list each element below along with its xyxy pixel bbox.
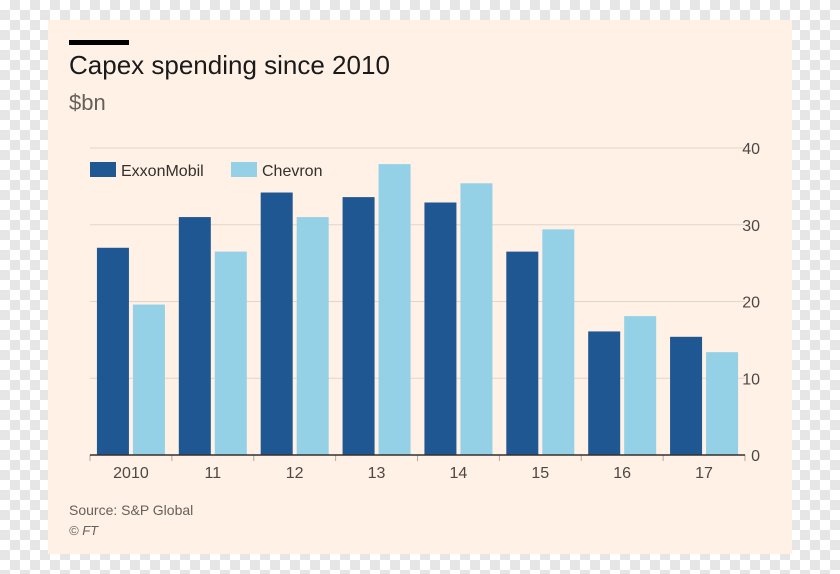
bar-chart: 0 10 20 30 40 2010 11 12 13 14 15 16 17 ExxonMobil Ch…: [89, 141, 760, 482]
y-tick-label: 30: [742, 218, 760, 235]
bar-exxonmobil-12: [260, 192, 293, 455]
axes: 0 10 20 30 40 2010 11 12 13 14 15 16 17: [89, 141, 760, 482]
chart-title: Capex spending since 2010: [69, 50, 390, 80]
bar-exxonmobil-2010: [96, 247, 129, 455]
x-tick-label: 11: [205, 465, 222, 482]
x-tick-label: 14: [450, 465, 468, 482]
legend-swatch-chevron: [231, 162, 257, 177]
legend-label-exxonmobil: ExxonMobil: [121, 163, 204, 180]
y-tick-label: 10: [742, 371, 760, 388]
y-tick-label: 0: [751, 448, 760, 465]
bar-chevron-13: [378, 164, 411, 455]
bar-chevron-16: [624, 316, 657, 455]
y-tick-label: 20: [742, 295, 760, 312]
legend-label-chevron: Chevron: [262, 163, 322, 180]
legend: ExxonMobil Chevron: [90, 162, 322, 180]
ft-credit: © FT: [69, 523, 99, 538]
source-note: Source: S&P Global: [69, 502, 194, 518]
x-tick-label: 13: [368, 465, 386, 482]
bar-chevron-15: [542, 229, 575, 455]
bar-chevron-11: [214, 251, 247, 455]
bar-chevron-17: [706, 352, 739, 455]
bar-exxonmobil-14: [424, 202, 457, 455]
bar-chevron-14: [460, 183, 493, 455]
bar-exxonmobil-13: [342, 197, 375, 455]
chart-card: Capex spending since 2010 $bn 0 10 20 30 40 2…: [48, 20, 792, 554]
bar-chevron-12: [296, 217, 329, 455]
x-tick-label: 2010: [113, 465, 149, 482]
legend-swatch-exxonmobil: [90, 162, 116, 177]
bar-exxonmobil-11: [178, 217, 211, 455]
x-tick-label: 17: [695, 465, 713, 482]
bars: [96, 164, 739, 455]
bar-exxonmobil-17: [670, 336, 703, 455]
title-accent-bar: [69, 40, 129, 45]
x-tick-label: 16: [613, 465, 631, 482]
bar-exxonmobil-16: [588, 331, 621, 455]
bar-exxonmobil-15: [506, 251, 539, 455]
x-tick-label: 12: [286, 465, 304, 482]
x-tick-label: 15: [531, 465, 549, 482]
chart-unit-label: $bn: [69, 90, 106, 115]
bar-chevron-2010: [132, 304, 165, 455]
y-tick-label: 40: [742, 141, 760, 158]
